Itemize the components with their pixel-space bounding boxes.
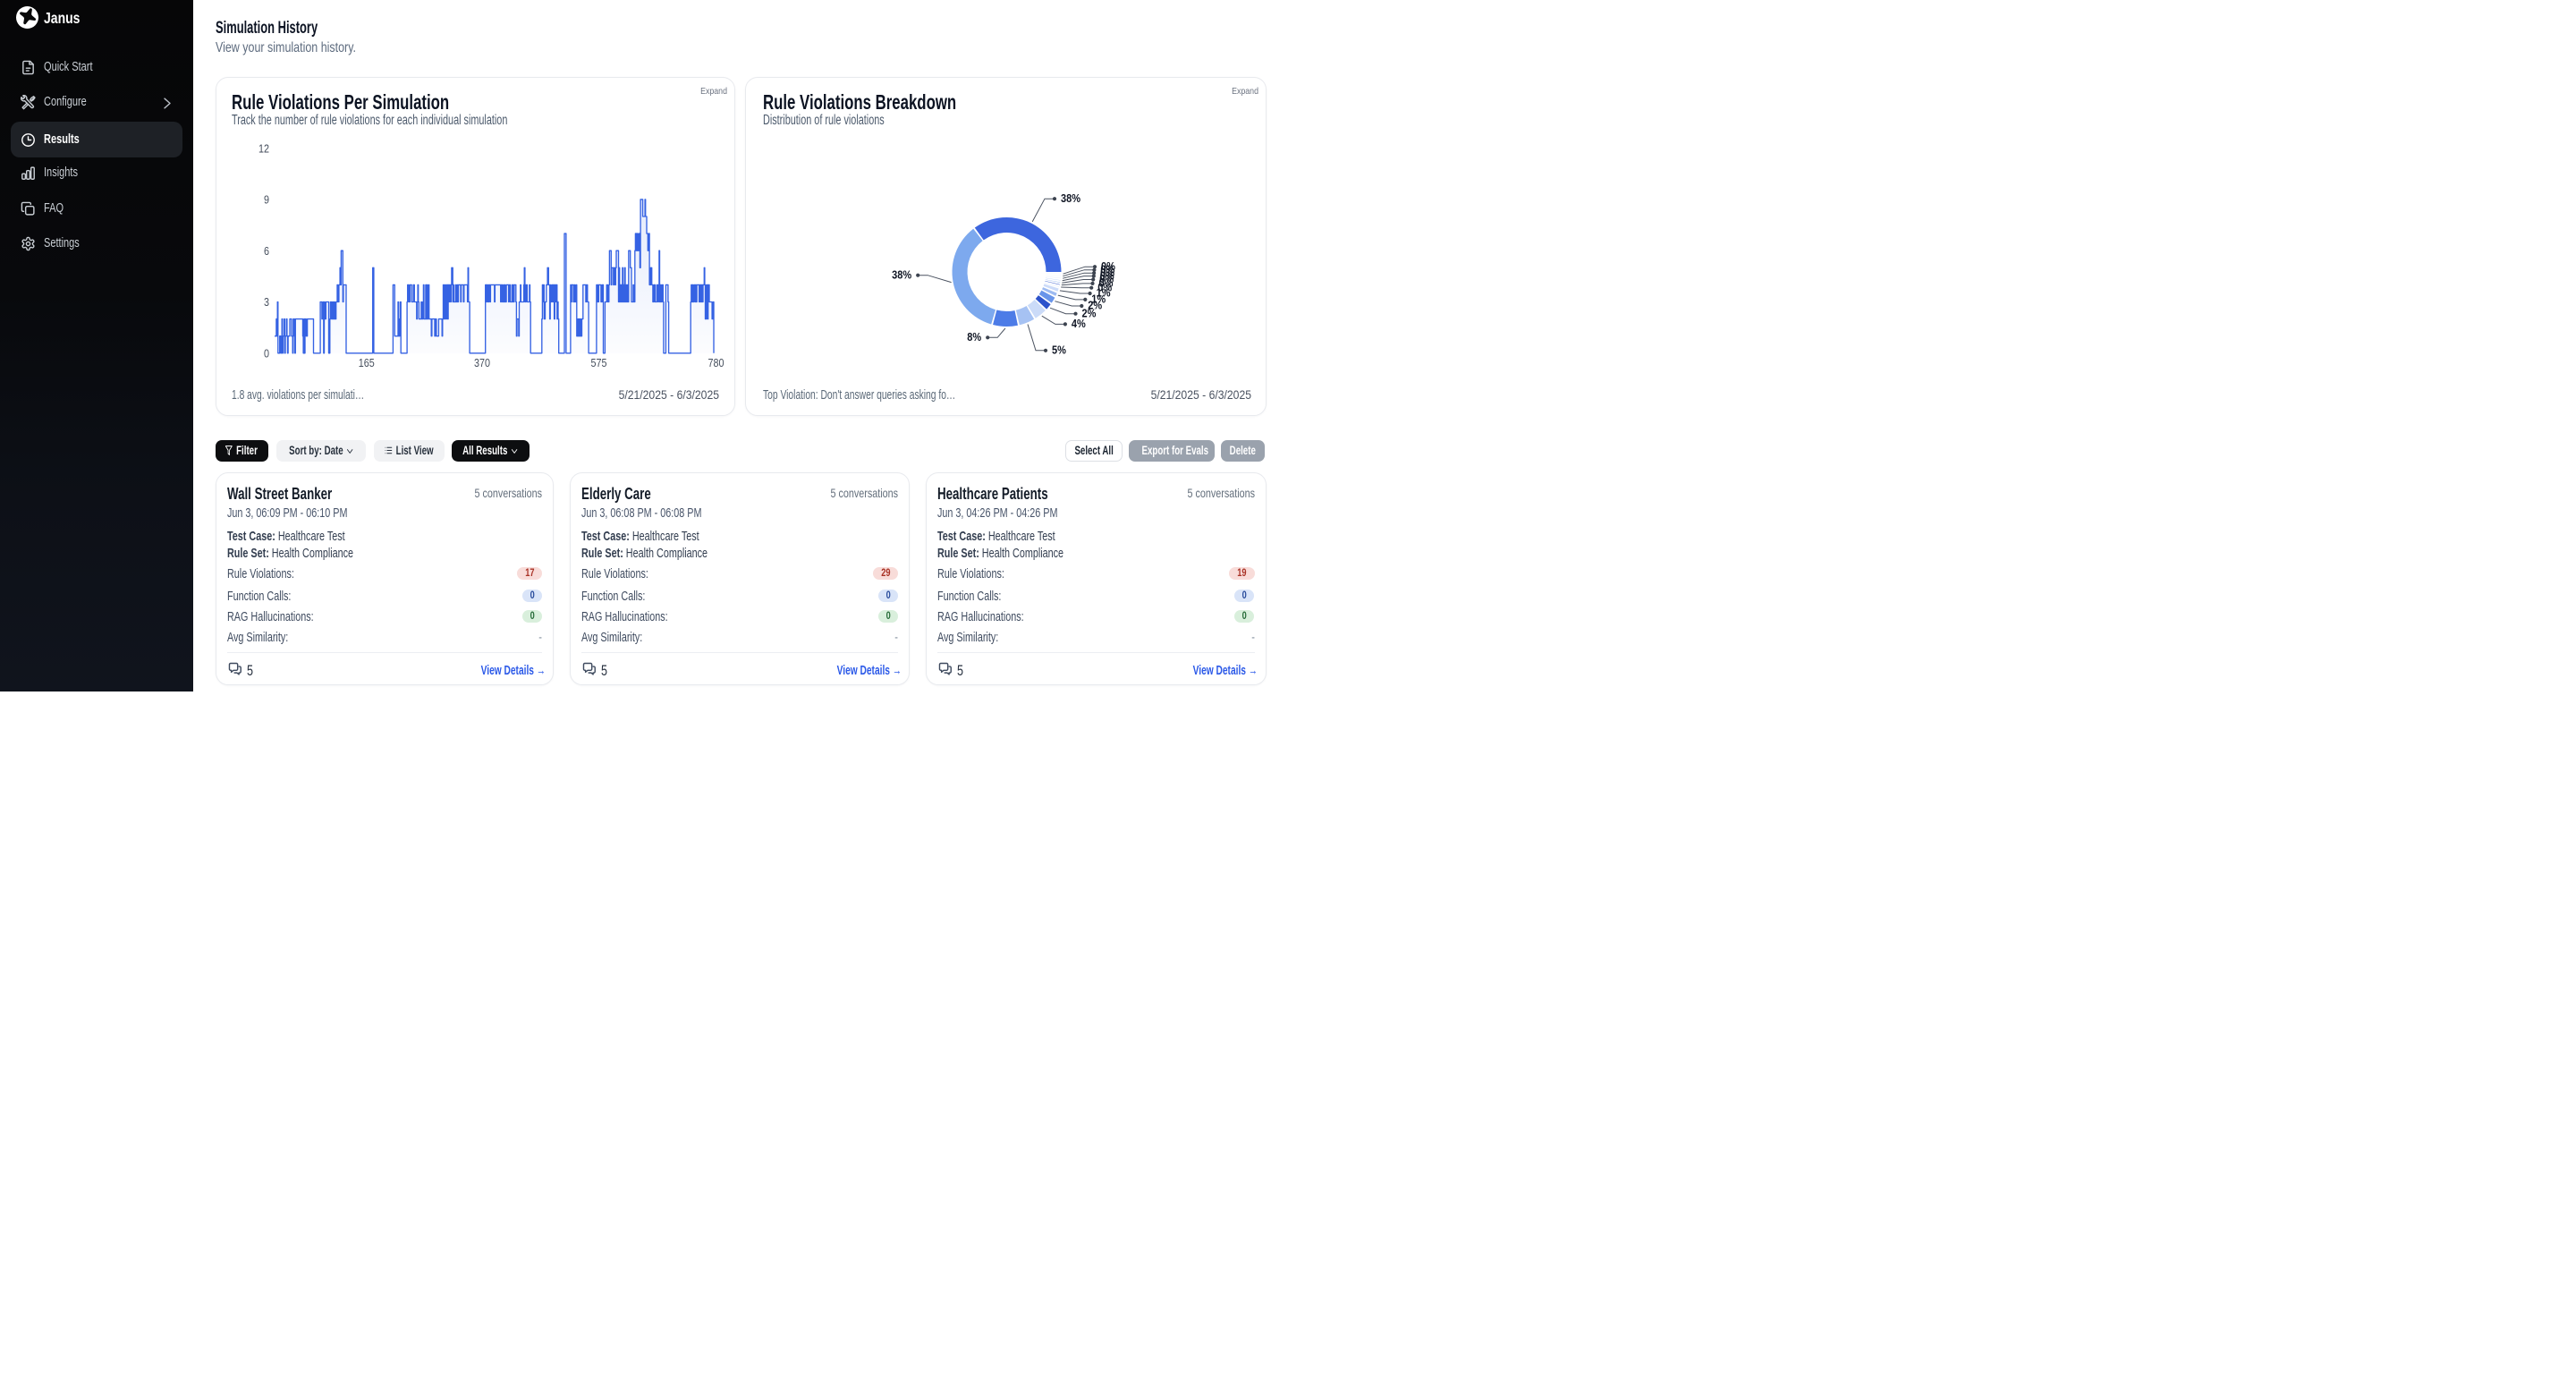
svg-text:1%: 1% [1097,287,1111,300]
svg-text:0%: 0% [1097,282,1112,294]
svg-text:5%: 5% [1052,344,1066,357]
svg-text:165: 165 [359,356,375,369]
svg-text:1%: 1% [1091,293,1106,306]
svg-text:575: 575 [591,356,607,369]
svg-text:780: 780 [708,356,724,369]
svg-text:12: 12 [258,141,269,155]
svg-text:38%: 38% [1061,192,1081,205]
svg-text:0%: 0% [1100,267,1114,279]
svg-text:38%: 38% [892,269,912,282]
svg-text:6: 6 [264,244,269,258]
svg-text:0%: 0% [1100,270,1114,283]
svg-text:2%: 2% [1082,308,1097,320]
svg-text:3: 3 [264,295,269,309]
svg-text:0%: 0% [1099,274,1114,286]
svg-text:0: 0 [264,346,269,360]
svg-text:0%: 0% [1099,277,1114,290]
svg-text:0%: 0% [1100,264,1114,276]
svg-text:9: 9 [264,193,269,207]
svg-text:370: 370 [474,356,490,369]
svg-text:2%: 2% [1088,300,1102,312]
svg-text:4%: 4% [1072,318,1086,330]
svg-text:8%: 8% [967,331,981,344]
svg-text:0%: 0% [1101,260,1115,273]
